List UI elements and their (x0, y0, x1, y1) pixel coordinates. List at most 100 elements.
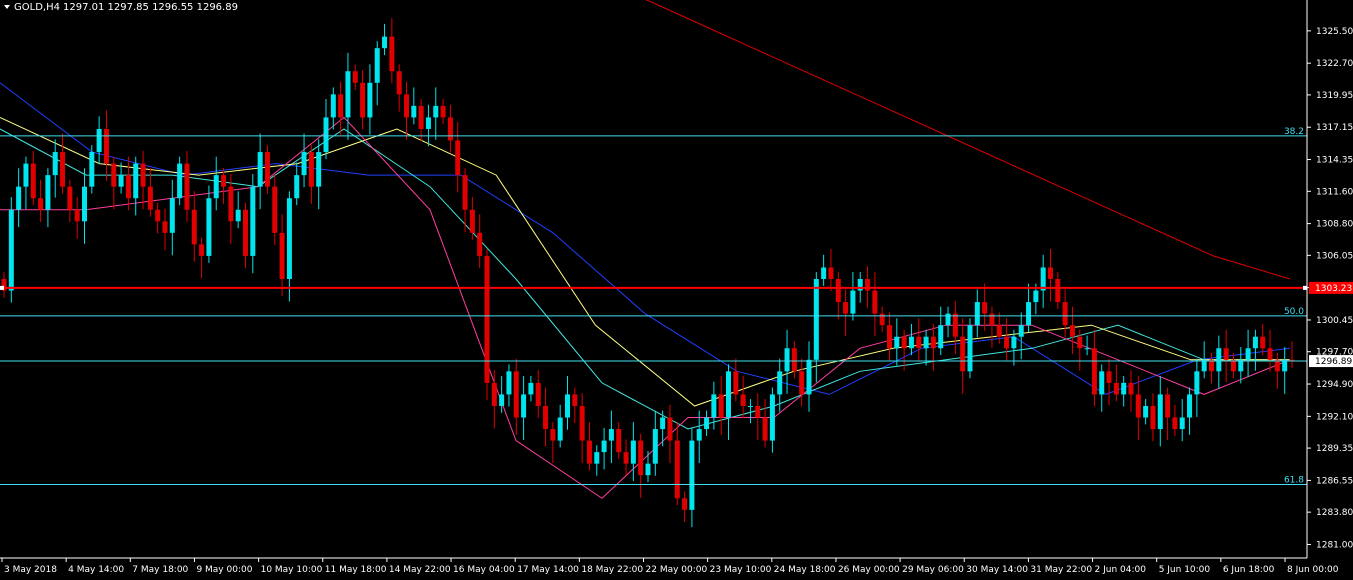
price-tick-label: 1319.95 (1316, 91, 1353, 101)
time-tick-label: 5 Jun 10:00 (1159, 565, 1211, 575)
candle-body (1077, 336, 1083, 349)
resistance-handle-right[interactable] (1303, 285, 1307, 290)
candle-body (835, 279, 841, 303)
candle-body (843, 302, 849, 314)
candle-body (484, 255, 490, 383)
candle-body (177, 163, 183, 199)
candle-body (799, 371, 805, 395)
candle-body (667, 417, 673, 441)
candle-body (616, 429, 622, 453)
candle-body (762, 417, 768, 441)
time-tick-label: 29 May 06:00 (902, 565, 964, 575)
moving-average-line (0, 116, 1290, 407)
candle-body (1230, 359, 1236, 372)
candle-body (279, 232, 285, 279)
time-tick-label: 23 May 10:00 (710, 565, 772, 575)
candle-body (16, 186, 22, 210)
candle-body (1165, 394, 1171, 418)
price-tick-label: 1311.60 (1316, 187, 1353, 197)
price-tick-label: 1283.80 (1316, 508, 1353, 518)
candle-body (638, 440, 644, 476)
fibonacci-level-label: 38.2 (1284, 127, 1304, 137)
resistance-handle-left[interactable] (0, 285, 4, 290)
time-tick-label: 22 May 00:00 (646, 565, 708, 575)
candle-body (250, 186, 256, 256)
moving-average-line (645, 0, 1291, 280)
candle-body (30, 163, 36, 199)
candle-body (689, 440, 695, 510)
current-price-label: 1296.89 (1315, 357, 1352, 367)
candle-body (67, 186, 73, 210)
candle-body (243, 209, 248, 256)
fibonacci-level-label: 61.8 (1284, 475, 1304, 485)
time-tick-label: 4 May 14:00 (68, 565, 124, 575)
candle-body (1011, 336, 1017, 349)
candle-body (440, 105, 446, 118)
candle-body (791, 348, 797, 372)
candle-body (528, 382, 534, 395)
price-tick-label: 1292.10 (1316, 412, 1353, 422)
candle-body (206, 198, 212, 256)
candle-body (696, 429, 702, 441)
time-tick-label: 10 May 10:00 (261, 565, 323, 575)
candle-body (338, 94, 344, 118)
candle-body (923, 336, 929, 349)
candle-body (52, 152, 58, 176)
candle-body (133, 163, 139, 199)
candle-body (1267, 348, 1273, 360)
candle-body (1216, 348, 1222, 372)
price-tick-label: 1294.90 (1316, 380, 1353, 390)
candle-body (1121, 382, 1127, 395)
candle-body (660, 417, 666, 430)
fibonacci-level-label: 50.0 (1284, 307, 1304, 317)
candle-body (916, 336, 922, 349)
candle-body (118, 175, 124, 187)
candle-body (521, 394, 527, 418)
candle-body (850, 290, 856, 314)
candle-body (286, 198, 292, 279)
time-tick-label: 11 May 18:00 (325, 565, 387, 575)
ohlc-values: 1297.01 1297.85 1296.55 1296.89 (63, 2, 238, 13)
candle-body (1223, 348, 1229, 360)
price-tick-label: 1317.15 (1316, 123, 1353, 133)
horizontal-levels: 38.2 50.0 61.8 (0, 127, 1307, 485)
candle-body (184, 163, 190, 210)
candle-body (535, 382, 541, 406)
candle-body (38, 198, 44, 210)
candle-body (447, 117, 453, 141)
candle-body (382, 36, 388, 49)
candle-body (1, 279, 7, 291)
candle-body (82, 186, 87, 222)
candle-body (411, 105, 417, 118)
time-tick-label: 2 Jun 04:00 (1095, 565, 1147, 575)
candle-body (967, 325, 973, 372)
candle-body (235, 209, 241, 222)
candle-body (1252, 336, 1258, 349)
candle-body (1194, 371, 1200, 395)
candle-body (316, 152, 322, 187)
candle-body (352, 71, 358, 83)
candle-body (8, 209, 14, 291)
candle-body (367, 82, 373, 118)
candle-body (125, 175, 131, 199)
time-tick-label: 30 May 14:00 (966, 565, 1028, 575)
candle-body (169, 198, 175, 233)
candle-body (828, 267, 834, 279)
candle-body (272, 186, 278, 233)
dropdown-arrow-icon[interactable] (4, 5, 10, 9)
price-tick-label: 1306.05 (1316, 251, 1353, 261)
candle-body (1238, 359, 1244, 372)
candle-body (1289, 359, 1295, 362)
candle-body (1187, 394, 1193, 418)
candle-body (784, 348, 790, 372)
header: GOLD,H4 1297.01 1297.85 1296.55 1296.89 (4, 2, 238, 13)
candle-body (162, 221, 168, 233)
candle-body (455, 140, 461, 176)
candle-body (301, 152, 307, 176)
candle-body (330, 94, 336, 118)
candle-body (1113, 382, 1119, 395)
time-tick-label: 8 Jun 00:00 (1287, 565, 1339, 575)
time-tick-label: 3 May 2018 (4, 565, 57, 575)
candle-body (813, 279, 819, 360)
